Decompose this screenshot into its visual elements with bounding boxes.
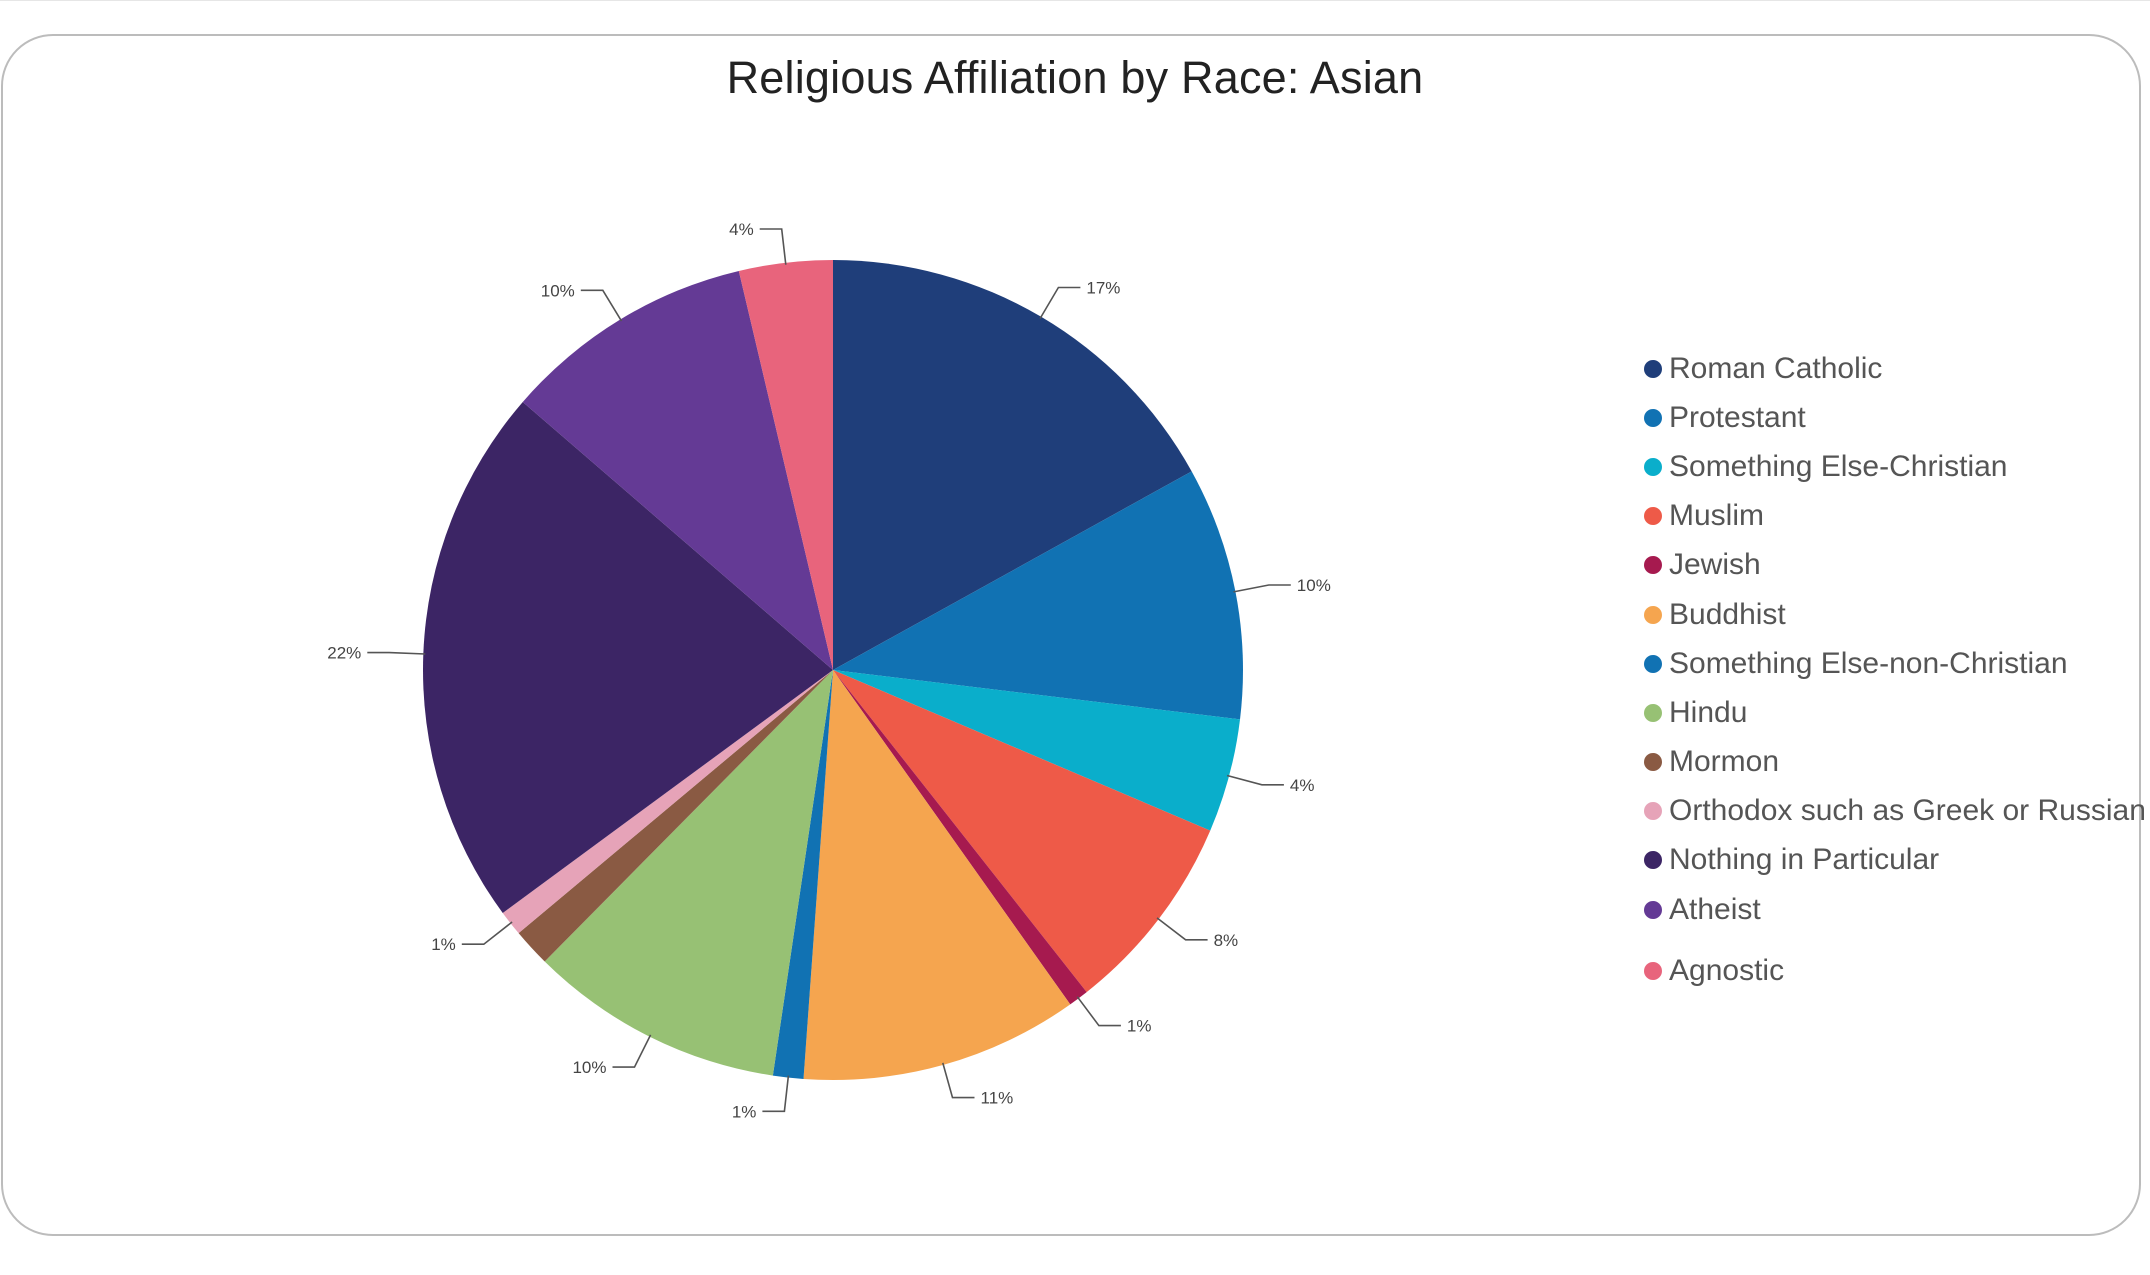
data-label-agnostic: 4% bbox=[729, 220, 754, 239]
legend-swatch-icon bbox=[1644, 408, 1662, 427]
legend-item-something-else-non-christian: Something Else-non-Christian bbox=[1644, 639, 2146, 688]
leader-line-agnostic bbox=[759, 228, 787, 265]
legend-swatch-icon bbox=[1644, 605, 1662, 624]
pie-slice-something-else-non-christian bbox=[772, 670, 833, 1079]
legend-item-agnostic: Agnostic bbox=[1644, 946, 2146, 995]
data-label-buddhist: 11% bbox=[981, 1089, 1014, 1108]
legend-label: Muslim bbox=[1669, 499, 1764, 533]
legend-swatch-icon bbox=[1644, 961, 1662, 980]
legend-swatch-icon bbox=[1644, 507, 1662, 526]
leader-line-muslim bbox=[1156, 917, 1208, 941]
pie-slice-agnostic bbox=[738, 260, 833, 670]
leader-line-something-else-non-christian bbox=[762, 1075, 790, 1113]
legend-item-buddhist: Buddhist bbox=[1644, 590, 2146, 639]
data-label-atheist: 10% bbox=[541, 281, 575, 300]
legend-swatch-icon bbox=[1644, 900, 1662, 919]
legend-swatch-icon bbox=[1644, 753, 1662, 772]
data-label-muslim: 8% bbox=[1214, 931, 1239, 950]
data-label-roman-catholic: 17% bbox=[1086, 279, 1120, 298]
pie-slice-orthodox-such-as-greek-or-russian bbox=[502, 670, 833, 934]
legend-label: Orthodox such as Greek or Russian bbox=[1669, 794, 2146, 828]
legend-item-nothing-in-particular: Nothing in Particular bbox=[1644, 836, 2146, 885]
legend-item-roman-catholic: Roman Catholic bbox=[1644, 344, 2146, 393]
legend-label: Mormon bbox=[1669, 745, 1780, 779]
leader-line-roman-catholic bbox=[1039, 286, 1081, 319]
data-label-hindu: 10% bbox=[572, 1058, 606, 1077]
legend-item-mormon: Mormon bbox=[1644, 738, 2146, 787]
data-label-something-else-non-christian: 1% bbox=[732, 1102, 757, 1121]
pie-slice-hindu bbox=[544, 670, 833, 1076]
chart-title: Religious Affiliation by Race: Asian bbox=[726, 52, 1424, 103]
leader-line-nothing-in-particular bbox=[367, 651, 426, 655]
pie-slice-buddhist bbox=[803, 670, 1071, 1081]
legend-item-hindu: Hindu bbox=[1644, 688, 2146, 737]
legend-swatch-icon bbox=[1644, 802, 1662, 821]
legend-item-muslim: Muslim bbox=[1644, 492, 2146, 541]
legend-label: Atheist bbox=[1669, 892, 1761, 926]
leader-line-jewish bbox=[1076, 996, 1121, 1027]
data-label-something-else-christian: 4% bbox=[1290, 776, 1315, 795]
legend-label: Hindu bbox=[1669, 695, 1748, 729]
data-label-nothing-in-particular: 22% bbox=[327, 644, 361, 663]
pie-slice-roman-catholic bbox=[833, 260, 1192, 670]
legend-swatch-icon bbox=[1644, 851, 1662, 870]
pie-slice-atheist bbox=[522, 270, 833, 670]
legend-item-atheist: Atheist bbox=[1644, 885, 2146, 934]
pie-slice-mormon bbox=[518, 670, 833, 962]
legend-label: Agnostic bbox=[1669, 953, 1785, 987]
leader-line-hindu bbox=[612, 1034, 652, 1068]
legend-label: Something Else-non-Christian bbox=[1669, 646, 2068, 680]
legend-label: Nothing in Particular bbox=[1669, 843, 1940, 877]
top-divider bbox=[0, 0, 2150, 1]
legend-swatch-icon bbox=[1644, 556, 1662, 575]
legend-item-something-else-christian: Something Else-Christian bbox=[1644, 442, 2146, 491]
legend-label: Jewish bbox=[1669, 548, 1761, 582]
leader-line-protestant bbox=[1233, 584, 1291, 593]
legend-swatch-icon bbox=[1644, 703, 1662, 722]
chart-legend: Roman Catholic Protestant Something Else-C… bbox=[1644, 344, 2146, 995]
legend-swatch-icon bbox=[1644, 654, 1662, 673]
legend-label: Roman Catholic bbox=[1669, 351, 1883, 385]
leader-line-atheist bbox=[580, 289, 623, 322]
leader-line-something-else-christian bbox=[1226, 774, 1284, 786]
legend-label: Protestant bbox=[1669, 400, 1806, 434]
leader-line-orthodox-such-as-greek-or-russian bbox=[461, 921, 513, 946]
legend-item-jewish: Jewish bbox=[1644, 541, 2146, 590]
legend-item-protestant: Protestant bbox=[1644, 393, 2146, 442]
legend-swatch-icon bbox=[1644, 457, 1662, 476]
pie-slice-muslim bbox=[833, 670, 1211, 993]
legend-swatch-icon bbox=[1644, 359, 1662, 378]
data-label-jewish: 1% bbox=[1127, 1017, 1152, 1036]
pie-slice-protestant bbox=[833, 471, 1243, 720]
legend-item-orthodox-such-as-greek-or-russian: Orthodox such as Greek or Russian bbox=[1644, 787, 2146, 836]
leader-line-buddhist bbox=[942, 1062, 975, 1099]
legend-label: Buddhist bbox=[1669, 597, 1786, 631]
legend-label: Something Else-Christian bbox=[1669, 449, 2008, 483]
pie-slice-something-else-christian bbox=[833, 670, 1241, 831]
data-label-protestant: 10% bbox=[1297, 576, 1331, 595]
data-label-orthodox-such-as-greek-or-russian: 1% bbox=[431, 935, 456, 954]
pie-slice-jewish bbox=[833, 670, 1087, 1005]
pie-slice-nothing-in-particular bbox=[422, 401, 833, 913]
